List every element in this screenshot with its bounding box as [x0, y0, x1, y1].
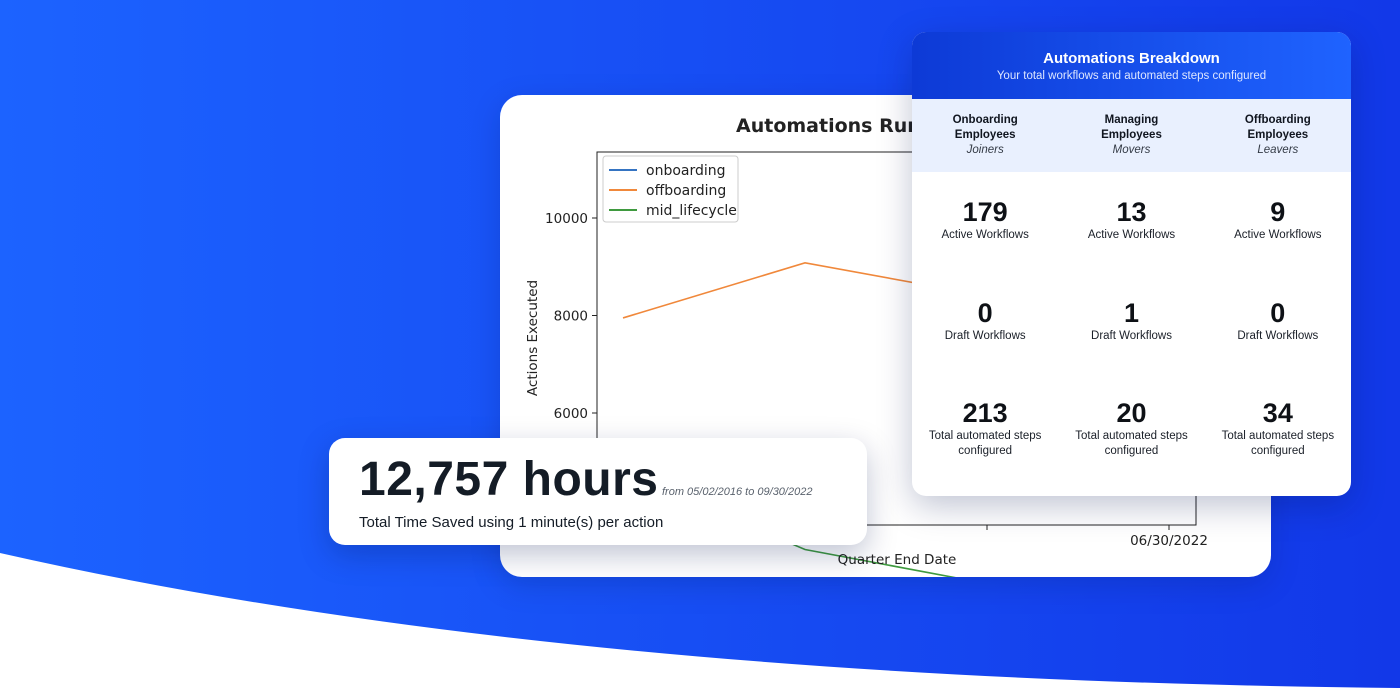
stat-cell: 0 Draft Workflows	[1205, 297, 1351, 344]
y-tick-label: 8000	[554, 309, 588, 325]
active-workflows-row: 179 Active Workflows 13 Active Workflows…	[912, 196, 1351, 243]
stat-cell: 179 Active Workflows	[912, 196, 1058, 243]
column-name: Employees	[1101, 129, 1162, 141]
stat-label: Total automated steps	[1221, 430, 1335, 442]
hours-saved-value: 12,757 hours	[359, 453, 659, 506]
stat-cell: 9 Active Workflows	[1205, 196, 1351, 243]
column-name: Onboarding	[952, 114, 1018, 126]
column-subtitle: Movers	[1112, 144, 1151, 156]
stat-label: Draft Workflows	[1091, 330, 1172, 342]
stat-value: 213	[962, 398, 1008, 428]
x-axis-label: Quarter End Date	[838, 552, 957, 568]
y-tick-label: 6000	[554, 406, 588, 422]
stat-value: 20	[1116, 398, 1147, 428]
column-name: Managing	[1104, 114, 1159, 126]
stat-cell: 20 Total automated steps configured	[1058, 397, 1204, 459]
stat-value: 179	[962, 197, 1008, 227]
draft-workflows-row: 0 Draft Workflows 1 Draft Workflows 0 Dr…	[912, 297, 1351, 344]
column-managing: Managing Employees Movers	[1058, 113, 1204, 158]
time-saved-card: 12,757 hours from 05/02/2016 to 09/30/20…	[329, 438, 867, 545]
stat-label: Total automated steps	[1075, 430, 1188, 442]
column-name: Employees	[954, 129, 1016, 141]
x-tick-label: 06/30/2022	[1130, 533, 1208, 549]
stat-label: Total automated steps	[928, 430, 1042, 442]
legend-label-offboarding: offboarding	[646, 183, 726, 199]
column-onboarding: Onboarding Employees Joiners	[912, 113, 1058, 158]
chart-title: Automations Run	[736, 115, 921, 137]
stat-cell: 34 Total automated steps configured	[1205, 397, 1351, 459]
automations-breakdown-card: Automations Breakdown Your total workflo…	[912, 32, 1351, 496]
column-offboarding: Offboarding Employees Leavers	[1205, 113, 1351, 158]
breakdown-column-headers: Onboarding Employees Joiners Managing Em…	[912, 99, 1351, 172]
y-tick-label: 10000	[545, 211, 588, 227]
stat-label: configured	[1250, 445, 1305, 457]
stat-label: Draft Workflows	[944, 330, 1026, 342]
stat-cell: 1 Draft Workflows	[1058, 297, 1204, 344]
column-subtitle: Leavers	[1257, 144, 1299, 156]
stat-label: Active Workflows	[1087, 229, 1176, 241]
breakdown-subtitle: Your total workflows and automated steps…	[996, 70, 1267, 82]
column-name: Employees	[1247, 129, 1309, 141]
legend-label-mid-lifecycle: mid_lifecycle	[646, 203, 737, 219]
hours-caption: Total Time Saved using 1 minute(s) per a…	[359, 514, 664, 531]
stat-cell: 0 Draft Workflows	[912, 297, 1058, 344]
stat-label: Active Workflows	[1234, 229, 1322, 241]
stat-value: 34	[1262, 398, 1293, 428]
stat-cell: 13 Active Workflows	[1058, 196, 1204, 243]
column-name: Offboarding	[1244, 114, 1311, 126]
stat-value: 13	[1116, 197, 1147, 227]
stat-label: configured	[1104, 445, 1159, 457]
hours-date-range: from 05/02/2016 to 09/30/2022	[662, 486, 813, 498]
stat-label: Active Workflows	[941, 229, 1029, 241]
legend-label-onboarding: onboarding	[646, 163, 726, 179]
stat-value: 0	[1270, 298, 1286, 328]
stat-value: 0	[977, 298, 993, 328]
breakdown-header: Automations Breakdown Your total workflo…	[912, 32, 1351, 99]
stat-value: 9	[1270, 197, 1286, 227]
stat-label: configured	[958, 445, 1013, 457]
breakdown-title: Automations Breakdown	[1043, 50, 1220, 67]
column-subtitle: Joiners	[966, 144, 1004, 156]
stat-cell: 213 Total automated steps configured	[912, 397, 1058, 459]
total-steps-row: 213 Total automated steps configured 20 …	[912, 397, 1351, 459]
stat-label: Draft Workflows	[1237, 330, 1319, 342]
legend: onboarding offboarding mid_lifecycle	[602, 155, 739, 223]
y-axis-label: Actions Executed	[525, 280, 541, 396]
stat-value: 1	[1123, 298, 1139, 328]
